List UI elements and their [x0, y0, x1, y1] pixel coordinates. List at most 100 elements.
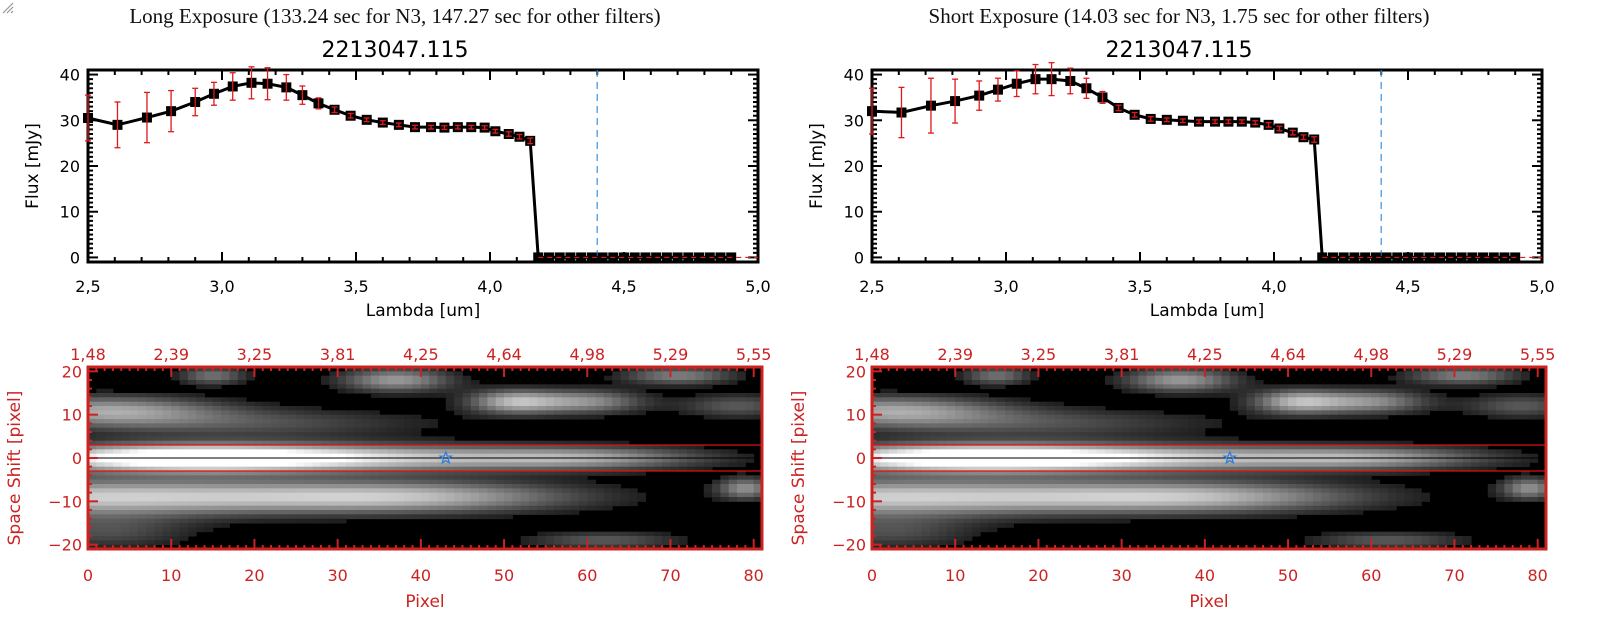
image-pixel: [479, 458, 488, 463]
image-pixel: [938, 406, 948, 411]
image-pixel: [337, 445, 347, 450]
image-pixel: [112, 501, 122, 507]
image-pixel: [88, 514, 97, 520]
image-pixel: [1321, 484, 1331, 489]
image-pixel: [872, 462, 881, 468]
image-pixel: [88, 479, 97, 485]
image-pixel: [545, 440, 555, 446]
image-pixel: [1146, 497, 1156, 502]
image-pixel: [1296, 414, 1306, 420]
image-pixel: [872, 505, 881, 511]
image-pixel: [121, 453, 131, 459]
image-pixel: [146, 453, 156, 459]
image-pixel: [930, 523, 940, 528]
image-pixel: [271, 414, 280, 420]
image-pixel: [462, 462, 472, 468]
image-pixel: [345, 475, 355, 481]
image-pixel: [479, 414, 488, 420]
image-pixel: [412, 375, 422, 381]
image-pixel: [354, 458, 364, 463]
image-pixel: [104, 440, 114, 446]
image-pixel: [905, 544, 915, 550]
image-pixel: [1387, 406, 1397, 411]
image-pixel: [1005, 432, 1014, 437]
image-pixel: [154, 449, 164, 455]
image-pixel: [1346, 510, 1356, 515]
image-pixel: [487, 388, 497, 394]
image-pixel: [337, 423, 347, 429]
image-pixel: [1005, 466, 1014, 472]
image-pixel: [429, 367, 438, 372]
image-pixel: [628, 375, 638, 381]
image-pixel: [570, 488, 580, 494]
image-pixel: [1138, 423, 1148, 429]
image-pixel: [620, 445, 630, 450]
image-pixel: [1379, 501, 1389, 507]
image-pixel: [1196, 484, 1206, 489]
image-pixel: [254, 479, 264, 485]
image-pixel: [112, 505, 122, 511]
image-pixel: [271, 514, 280, 520]
image-pixel: [553, 414, 563, 420]
image-pixel: [137, 523, 147, 528]
image-pixel: [603, 531, 613, 537]
image-pixel: [445, 401, 455, 407]
image-pixel: [246, 505, 255, 511]
image-pixel: [537, 471, 547, 476]
image-pixel: [930, 458, 940, 463]
image-pixel: [1030, 462, 1039, 468]
image-pixel: [1104, 484, 1114, 489]
image-pixel: [379, 501, 389, 507]
image-pixel: [437, 471, 447, 476]
image-pixel: [179, 453, 189, 459]
image-pixel: [179, 479, 189, 485]
image-pixel: [1379, 466, 1389, 472]
x-tick-label: 3,0: [993, 277, 1018, 296]
image-pixel: [445, 371, 455, 377]
image-pixel: [445, 462, 455, 468]
image-pixel: [1354, 471, 1364, 476]
image-pixel: [1296, 401, 1306, 407]
image-pixel: [662, 540, 671, 546]
image-pixel: [1080, 488, 1089, 494]
image-pixel: [296, 432, 305, 437]
image-pixel: [1046, 488, 1056, 494]
image-pixel: [88, 423, 97, 429]
image-pixel: [1171, 414, 1181, 420]
image-pixel: [670, 449, 680, 455]
image-pixel: [154, 432, 164, 437]
image-pixel: [971, 475, 981, 481]
image-pixel: [678, 384, 688, 390]
image-pixel: [1071, 410, 1081, 416]
image-pixel: [1104, 492, 1114, 498]
image-pixel: [154, 401, 164, 407]
image-pixel: [345, 388, 355, 394]
image-pixel: [187, 479, 197, 485]
image-pixel: [412, 492, 422, 498]
image-pixel: [462, 501, 472, 507]
image-pixel: [204, 371, 214, 377]
image-pixel: [988, 423, 998, 429]
image-pixel: [1021, 518, 1031, 524]
image-pixel: [229, 475, 239, 481]
image-pixel: [570, 484, 580, 489]
image-pixel: [880, 401, 890, 407]
image-pixel: [963, 501, 973, 507]
image-pixel: [470, 397, 480, 403]
image-pixel: [229, 419, 239, 424]
image-pixel: [171, 432, 181, 437]
image-pixel: [370, 458, 380, 463]
image-pixel: [229, 414, 239, 420]
image-pixel: [578, 475, 588, 481]
image-pixel: [1030, 406, 1039, 411]
image-pixel: [1329, 536, 1339, 541]
image-pixel: [1096, 427, 1106, 433]
image-pixel: [1188, 371, 1198, 377]
image-pixel: [1263, 466, 1272, 472]
image-pixel: [146, 531, 156, 537]
image-pixel: [720, 453, 730, 459]
image-pixel: [1121, 419, 1131, 424]
image-pixel: [921, 471, 931, 476]
image-pixel: [1129, 484, 1139, 489]
image-pixel: [1188, 510, 1198, 515]
